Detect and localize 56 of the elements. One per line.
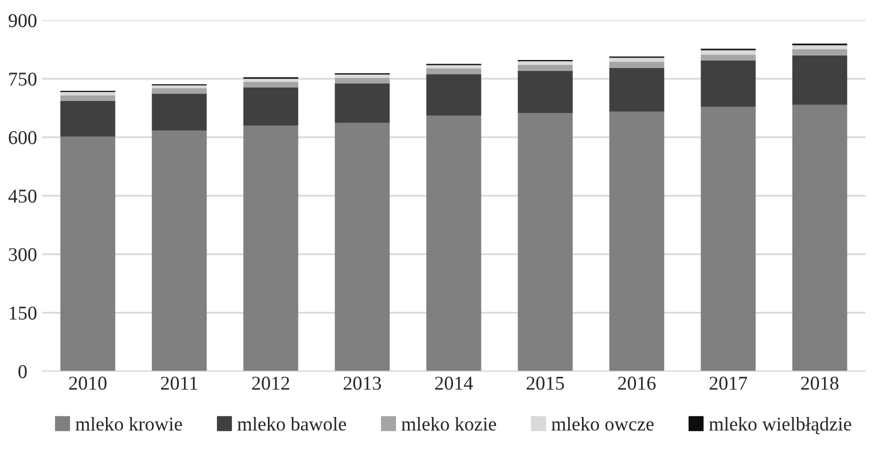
x-tick-label: 2015	[526, 376, 564, 390]
bar	[60, 100, 116, 136]
x-tick-label: 2012	[252, 376, 290, 390]
bar	[334, 78, 390, 84]
y-tick-label: 300	[8, 248, 36, 262]
bar	[792, 55, 848, 105]
bar	[60, 136, 116, 372]
bar	[792, 49, 848, 56]
bar	[334, 122, 390, 372]
bar	[518, 70, 573, 114]
legend-label: mleko kozie	[402, 416, 496, 431]
bar	[243, 126, 298, 372]
x-tick-label: 2010	[69, 376, 106, 390]
bar	[700, 54, 756, 60]
bar	[243, 82, 298, 88]
bar	[700, 60, 756, 107]
x-tick-label: 2014	[435, 376, 473, 390]
bar	[700, 50, 756, 55]
x-tick-label: 2018	[801, 376, 838, 390]
bar	[152, 130, 207, 372]
bar	[334, 74, 390, 78]
y-tick-label: 900	[8, 14, 36, 28]
y-tick-label: 0	[18, 365, 27, 378]
bar	[518, 113, 573, 372]
bar	[152, 88, 207, 94]
bar	[518, 61, 573, 65]
y-tick-label: 450	[8, 190, 36, 203]
legend-label: mleko krowie	[76, 416, 182, 431]
bar	[426, 68, 482, 74]
y-tick-label: 750	[9, 72, 36, 86]
bar	[60, 92, 116, 96]
bar	[334, 83, 390, 123]
x-tick-label: 2017	[710, 376, 748, 390]
bar	[609, 58, 664, 62]
bar	[609, 112, 664, 372]
bar	[792, 104, 848, 372]
bar	[152, 85, 207, 88]
y-tick-label: 600	[8, 131, 36, 144]
legend-label: mleko owcze	[552, 416, 654, 431]
x-tick-label: 2013	[344, 376, 381, 390]
y-tick-label: 150	[10, 306, 36, 320]
x-tick-label: 2011	[161, 376, 198, 390]
bar	[60, 96, 116, 101]
bar	[243, 87, 298, 126]
bar	[152, 94, 207, 131]
legend-label: mleko bawole	[237, 416, 346, 431]
bar	[609, 62, 664, 68]
bar	[609, 68, 664, 112]
bar	[792, 45, 848, 50]
x-tick-label: 2016	[618, 376, 656, 390]
bar	[426, 74, 482, 116]
bar	[700, 106, 756, 372]
bar	[426, 65, 482, 68]
bar	[426, 116, 482, 372]
bar	[518, 64, 573, 71]
legend-label: mleko wielbłądzie	[709, 416, 852, 434]
